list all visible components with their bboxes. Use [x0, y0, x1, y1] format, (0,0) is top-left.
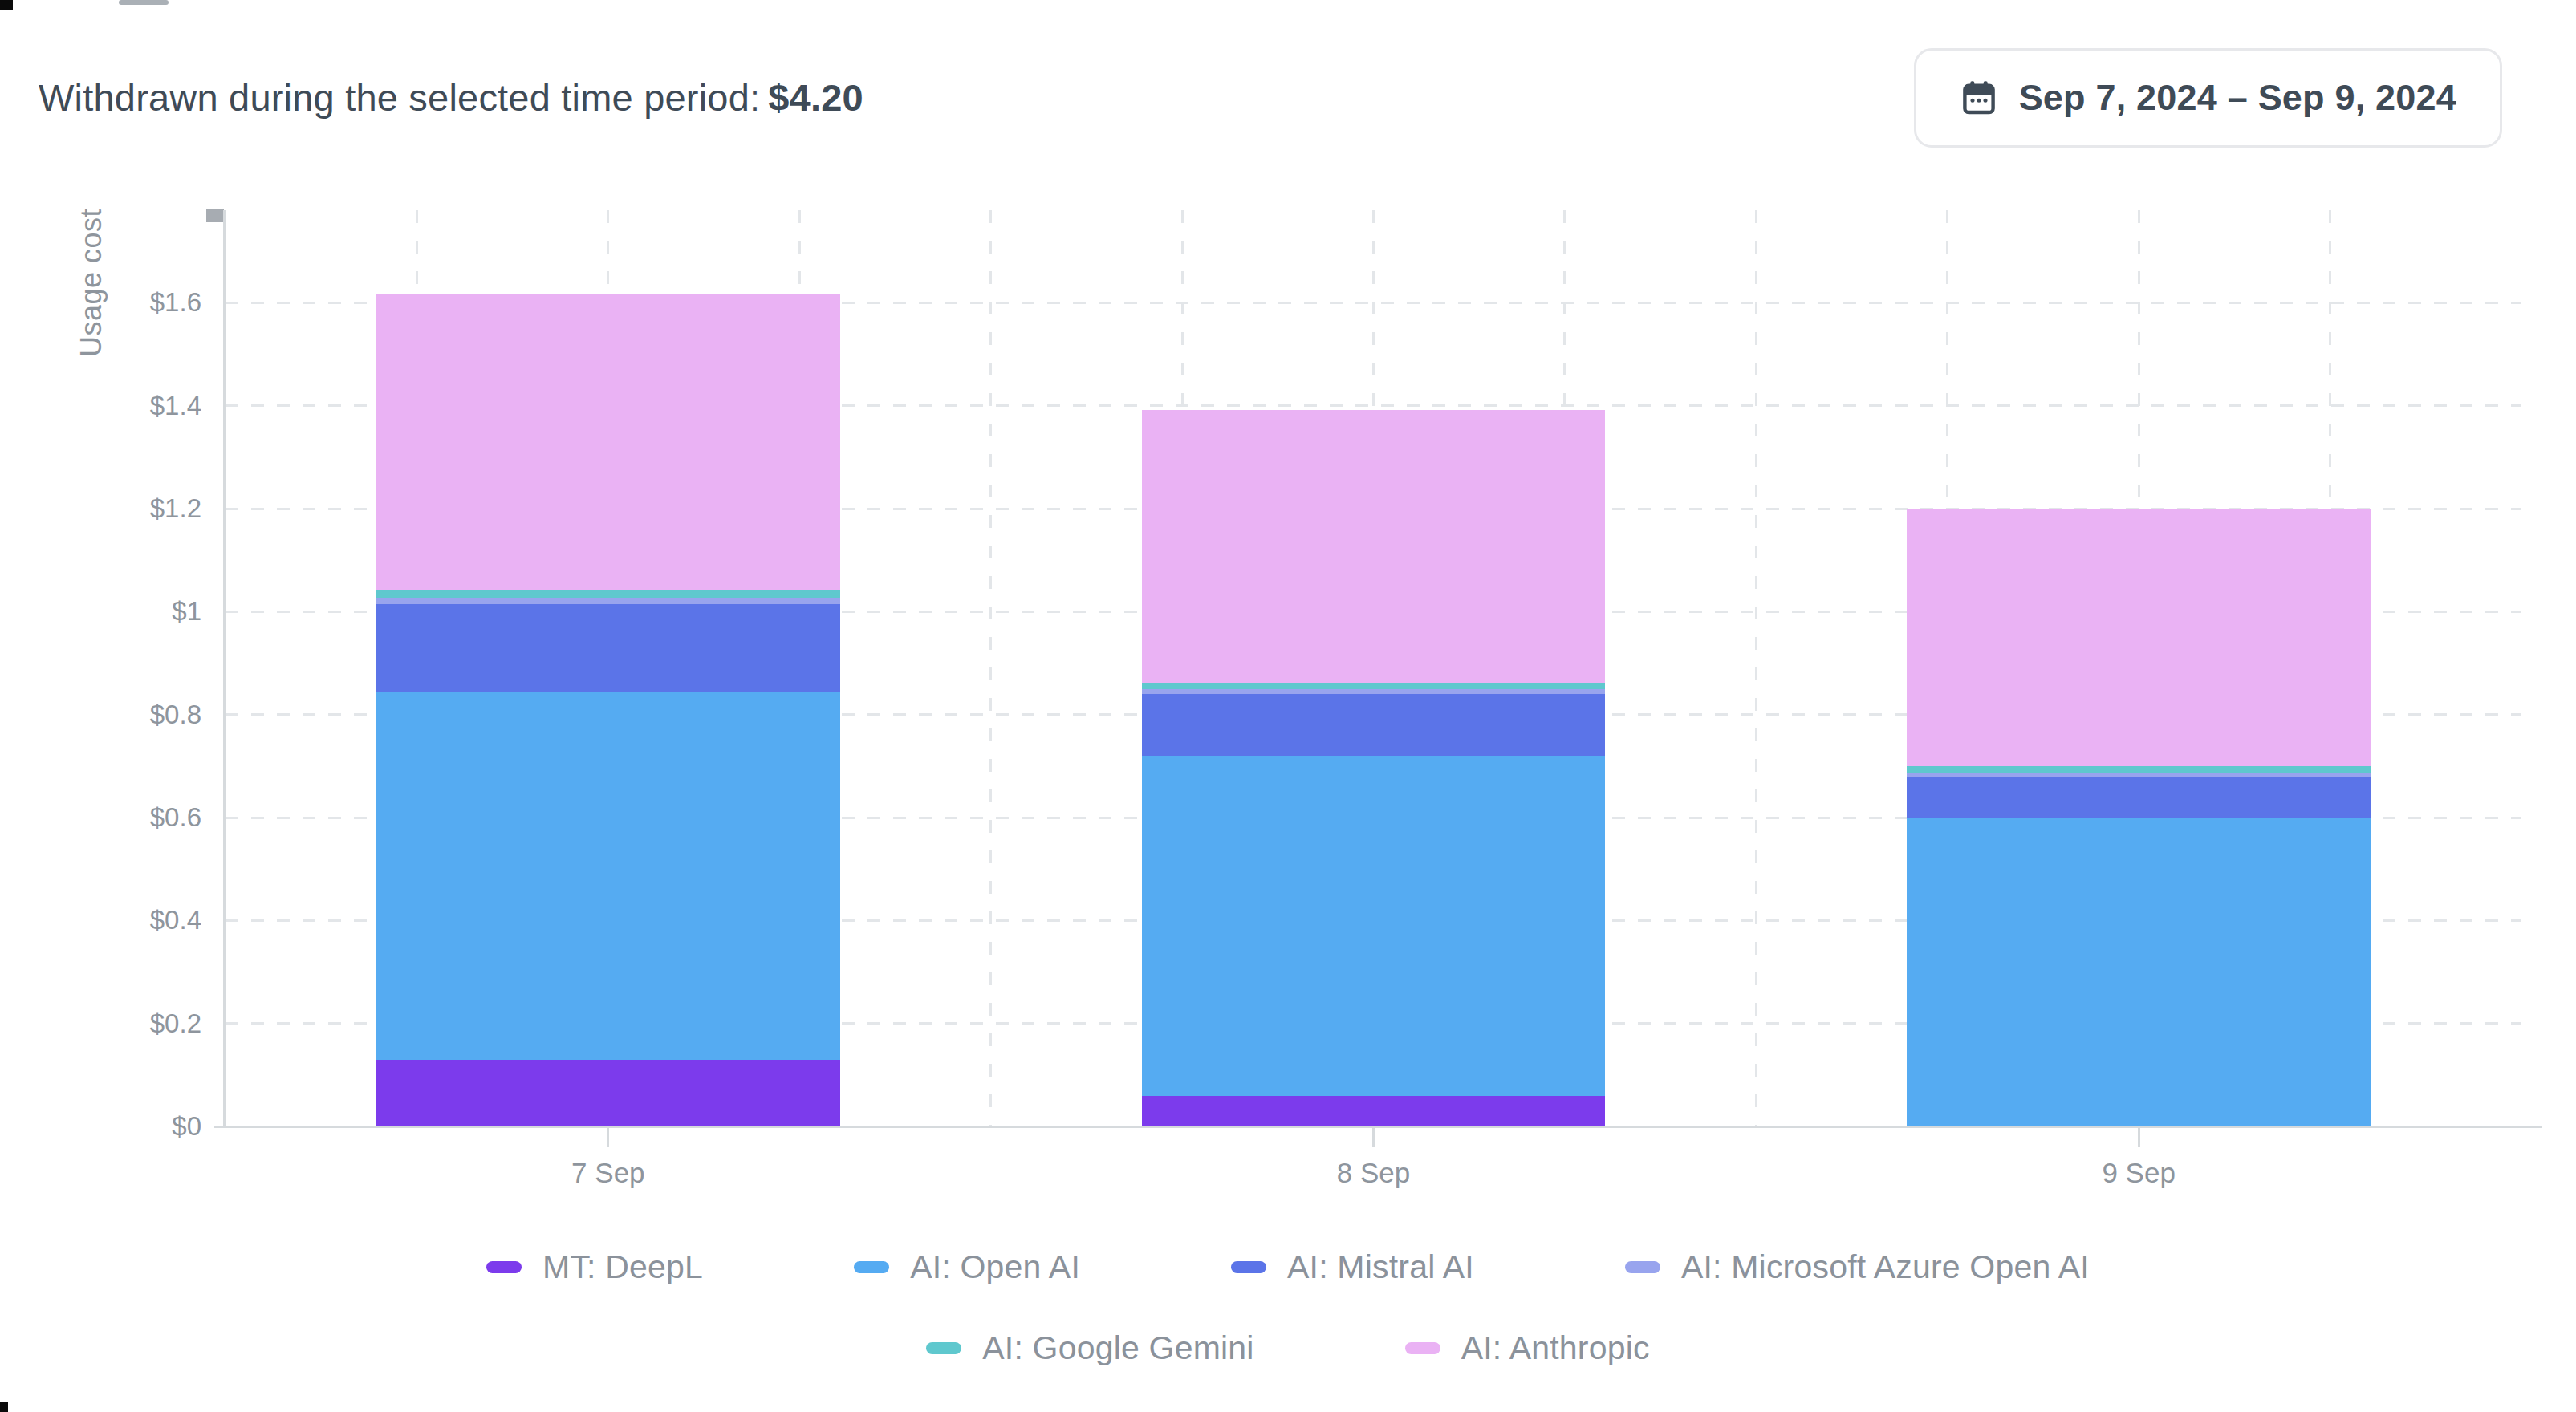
bar-segment-mt-deepl-7-sep[interactable]: [376, 1060, 840, 1126]
bar-segment-mt-deepl-8-sep[interactable]: [1142, 1096, 1606, 1126]
legend-row: AI: Google Gemini AI: Anthropic: [926, 1329, 1649, 1367]
withdrawn-total-amount: $4.20: [768, 76, 863, 119]
withdrawn-summary: Withdrawn during the selected time perio…: [39, 73, 863, 123]
legend-row: MT: DeepL AI: Open AI AI: Mistral AI AI: Mi…: [486, 1248, 2090, 1286]
legend-label: AI: Microsoft Azure Open AI: [1681, 1248, 2090, 1286]
legend-label: AI: Google Gemini: [982, 1329, 1253, 1367]
y-axis-top-cap: [206, 209, 224, 222]
legend-item-mt-deepl[interactable]: MT: DeepL: [486, 1248, 703, 1286]
y-axis-tick-label: $1.4: [36, 388, 201, 424]
legend-label: AI: Open AI: [910, 1248, 1080, 1286]
bar-segment-ai-google-gemini-7-sep[interactable]: [376, 590, 840, 598]
bar-segment-ai-open-ai-8-sep[interactable]: [1142, 756, 1606, 1095]
bar-segment-ai-anthropic-7-sep[interactable]: [376, 294, 840, 590]
y-axis-tick-label: $1.6: [36, 285, 201, 320]
x-axis-tick: [1372, 1126, 1375, 1147]
y-axis-line: [223, 210, 226, 1126]
legend-label: AI: Anthropic: [1461, 1329, 1650, 1367]
bar-segment-ai-mistral-ai-9-sep[interactable]: [1907, 777, 2371, 818]
v-gridline: [1755, 210, 1757, 1126]
y-axis-title: Usage cost: [75, 209, 108, 357]
bar-segment-ai-microsoft-azure-open-ai-9-sep[interactable]: [1907, 773, 2371, 777]
bar-segment-ai-open-ai-7-sep[interactable]: [376, 692, 840, 1060]
usage-report-page: { "header": { "title_prefix": "Withdrawn…: [0, 0, 2576, 1412]
chart-legend: MT: DeepL AI: Open AI AI: Mistral AI AI: Mi…: [0, 1248, 2576, 1367]
usage-cost-chart-plot-area: Usage cost $0$0.2$0.4$0.6$0.8$1$1.2$1.4$…: [226, 210, 2521, 1126]
calendar-icon: [1960, 79, 1998, 117]
x-axis-label: 8 Sep: [1245, 1157, 1502, 1189]
x-axis-tick: [607, 1126, 609, 1147]
bar-segment-ai-mistral-ai-7-sep[interactable]: [376, 604, 840, 692]
x-axis-label: 7 Sep: [480, 1157, 737, 1189]
bar-segment-ai-microsoft-azure-open-ai-8-sep[interactable]: [1142, 689, 1606, 694]
y-axis-tick-label: $0.4: [36, 903, 201, 938]
y-axis-tick-label: $1.2: [36, 491, 201, 526]
legend-item-ai-microsoft-azure-open-ai[interactable]: AI: Microsoft Azure Open AI: [1625, 1248, 2090, 1286]
bar-segment-ai-google-gemini-9-sep[interactable]: [1907, 766, 2371, 773]
date-range-text: Sep 7, 2024 – Sep 9, 2024: [2019, 77, 2456, 119]
date-range-button[interactable]: Sep 7, 2024 – Sep 9, 2024: [1914, 48, 2502, 148]
legend-swatch: [1231, 1261, 1266, 1273]
legend-swatch: [854, 1261, 889, 1273]
bar-segment-ai-microsoft-azure-open-ai-7-sep[interactable]: [376, 598, 840, 603]
withdrawn-summary-label: Withdrawn during the selected time perio…: [39, 76, 760, 119]
y-axis-tick-label: $0.8: [36, 697, 201, 732]
y-axis-tick-label: $0: [36, 1109, 201, 1144]
legend-swatch: [1625, 1261, 1660, 1273]
clipped-ui-fragment-bottom-left: [0, 1402, 8, 1412]
legend-swatch: [926, 1342, 961, 1354]
clipped-ui-fragment-top: [119, 0, 169, 5]
legend-item-ai-open-ai[interactable]: AI: Open AI: [854, 1248, 1080, 1286]
bar-segment-ai-anthropic-9-sep[interactable]: [1907, 509, 2371, 766]
bar-segment-ai-anthropic-8-sep[interactable]: [1142, 410, 1606, 683]
report-header: Withdrawn during the selected time perio…: [39, 45, 2502, 151]
bar-segment-ai-open-ai-9-sep[interactable]: [1907, 818, 2371, 1126]
y-axis-tick-label: $0.6: [36, 800, 201, 835]
x-axis-line: [214, 1126, 2542, 1128]
legend-label: AI: Mistral AI: [1287, 1248, 1474, 1286]
legend-item-ai-mistral-ai[interactable]: AI: Mistral AI: [1231, 1248, 1474, 1286]
x-axis-label: 9 Sep: [2010, 1157, 2267, 1189]
bar-segment-ai-google-gemini-8-sep[interactable]: [1142, 683, 1606, 689]
y-axis-tick-label: $0.2: [36, 1006, 201, 1041]
legend-label: MT: DeepL: [542, 1248, 703, 1286]
legend-item-ai-google-gemini[interactable]: AI: Google Gemini: [926, 1329, 1253, 1367]
y-axis-tick-label: $1: [36, 594, 201, 629]
legend-swatch: [486, 1261, 522, 1273]
legend-item-ai-anthropic[interactable]: AI: Anthropic: [1405, 1329, 1650, 1367]
v-gridline: [989, 210, 992, 1126]
clipped-ui-fragment-top-left: [0, 0, 13, 10]
x-axis-tick: [2138, 1126, 2140, 1147]
bar-segment-ai-mistral-ai-8-sep[interactable]: [1142, 694, 1606, 756]
legend-swatch: [1405, 1342, 1440, 1354]
